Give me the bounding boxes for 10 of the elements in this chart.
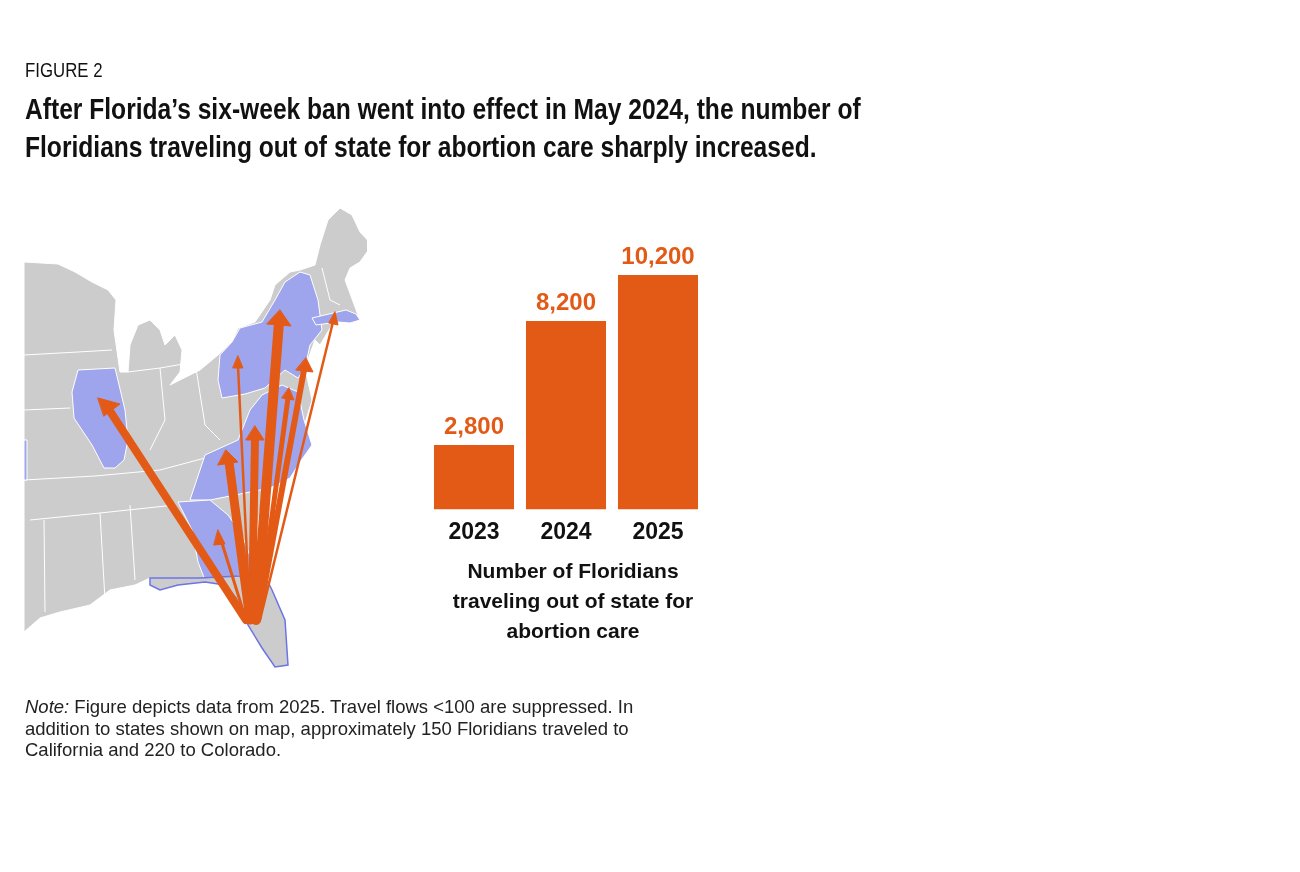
x-axis-title: Number of Floridians traveling out of state for abortion care <box>451 558 695 644</box>
data-label: 8,200 <box>535 287 597 315</box>
data-label: 10,200 <box>621 241 695 269</box>
text: FIGURE 2 <box>25 58 103 82</box>
x-tick-label: 2025 <box>632 517 684 544</box>
chart-title: After Florida’s six-week ban went into effect in May 2024, the number of Floridians traveling out of state for abortion care sharply increased. <box>25 91 862 165</box>
x-tick-label: 2023 <box>448 517 500 544</box>
text: Note: Figure depicts data from 2025. Travel flows <100 are suppressed. In addition to states shown on map, approximately 150 Floridians traveled to California and 220 to Colorado. <box>25 696 634 760</box>
x-tick-label: 2024 <box>540 517 592 544</box>
data-label: 2,800 <box>443 411 505 439</box>
